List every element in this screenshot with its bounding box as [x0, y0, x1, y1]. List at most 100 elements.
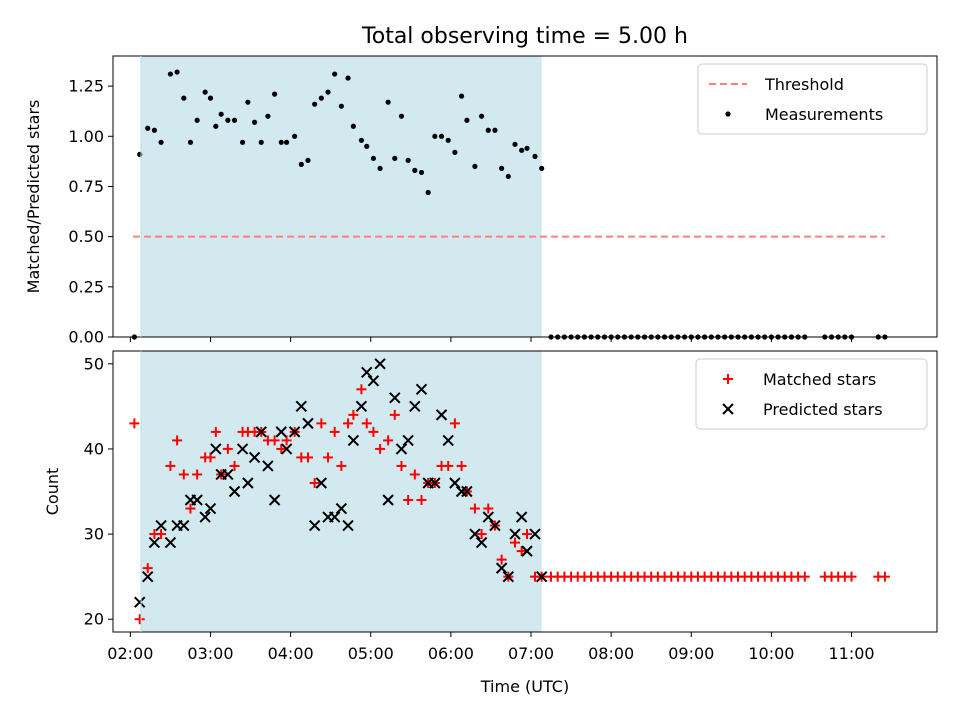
matched-point	[383, 435, 394, 446]
matched-point	[799, 571, 810, 582]
bottom-axes-frame	[112, 350, 938, 633]
measurement-point	[532, 153, 538, 159]
x-tick-label: 04:00	[268, 644, 314, 663]
measurement-point	[181, 95, 187, 101]
predicted-point	[204, 502, 217, 515]
matched-point	[316, 418, 327, 429]
predicted-point	[268, 494, 281, 506]
top-y-axis-label: Matched/Predicted stars	[24, 100, 43, 294]
matched-point	[323, 452, 334, 463]
measurement-point	[271, 91, 278, 97]
measurement-point	[405, 157, 411, 163]
bottom-highlight-span	[141, 351, 542, 632]
measurement-point	[145, 125, 151, 131]
top-highlight-span	[141, 56, 542, 337]
measurement-point	[412, 167, 418, 174]
measurement-point	[350, 123, 356, 129]
measurement-point	[519, 147, 525, 153]
matched-point	[192, 469, 203, 480]
predicted-point	[178, 519, 190, 532]
top-legend: Threshold Measurements	[697, 63, 928, 135]
matched-point	[165, 460, 176, 471]
chart-title: Total observing time = 5.00 h	[361, 24, 688, 49]
matched-point	[496, 554, 507, 565]
measurement-point	[445, 137, 451, 143]
predicted-point	[361, 366, 373, 378]
matched-point	[368, 426, 379, 437]
measurement-point	[251, 119, 258, 125]
matched-point	[269, 435, 280, 446]
top-y-axis: 0.00 0.25 0.50 0.75 1.00 1.25	[68, 77, 113, 347]
predicted-point	[389, 392, 401, 404]
measurement-point	[231, 117, 238, 123]
matched-point	[172, 435, 183, 446]
predicted-point	[295, 400, 308, 413]
measurement-point	[338, 103, 344, 109]
measurement-point	[151, 127, 158, 133]
predicted-point	[429, 477, 441, 489]
predicted-point	[415, 383, 428, 396]
legend-matched-swatch	[723, 374, 733, 384]
measurement-point	[432, 133, 438, 139]
legend-threshold-label: Threshold	[764, 75, 844, 94]
measurement-point	[539, 165, 545, 171]
top-x-ticks	[129, 337, 853, 342]
measurement-point	[492, 127, 498, 133]
measurement-point	[284, 139, 290, 145]
measurement-point	[358, 137, 365, 143]
matched-point	[476, 529, 487, 540]
matched-point	[396, 460, 407, 471]
predicted-point	[199, 511, 211, 523]
matched-point	[456, 460, 467, 471]
matched-point	[134, 614, 145, 625]
y-tick-label: 50	[84, 354, 104, 373]
measurement-point	[485, 127, 491, 133]
matched-point	[516, 546, 527, 557]
measurement-point	[202, 89, 208, 95]
predicted-point	[529, 528, 541, 540]
predicted-point	[395, 443, 408, 455]
matched-point	[185, 503, 196, 514]
legend-predicted-swatch	[722, 403, 734, 415]
matched-point	[178, 469, 189, 480]
matched-point	[229, 460, 240, 471]
matched-point	[343, 418, 354, 429]
y-tick-label: 0.75	[68, 177, 104, 196]
x-tick-label: 11:00	[828, 644, 874, 663]
matched-point	[336, 460, 347, 471]
predicted-point	[469, 528, 481, 540]
y-tick-label: 30	[84, 525, 104, 544]
measurement-point	[524, 145, 530, 151]
predicted-point	[242, 477, 254, 489]
matched-point	[469, 503, 480, 514]
measurement-point	[425, 189, 431, 196]
matched-point	[375, 443, 386, 454]
y-tick-label: 0.50	[68, 227, 104, 246]
predicted-point	[142, 570, 154, 583]
measurement-point	[187, 139, 194, 145]
measurement-point	[292, 133, 298, 139]
x-tick-label: 06:00	[428, 644, 474, 663]
matched-point	[348, 409, 359, 420]
matched-point	[416, 495, 427, 506]
x-tick-label: 03:00	[187, 644, 233, 663]
predicted-point	[302, 417, 314, 430]
x-tick-label: 02:00	[107, 644, 153, 663]
predicted-point	[222, 468, 234, 481]
measurement-point	[265, 113, 271, 119]
predicted-point	[355, 400, 368, 413]
measurement-point	[472, 163, 478, 169]
bottom-y-axis: 20 30 40 50	[84, 354, 113, 629]
matched-point	[443, 460, 454, 471]
measurement-point	[392, 155, 398, 161]
measurement-point	[452, 149, 458, 155]
predicted-point	[255, 426, 267, 438]
y-tick-label: 0.00	[68, 328, 104, 347]
legend-matched-label: Matched stars	[763, 370, 876, 389]
predicted-point	[248, 451, 261, 464]
matched-point	[329, 426, 340, 437]
matched-point	[509, 537, 520, 548]
measurement-point	[207, 95, 214, 101]
matched-point	[483, 503, 494, 514]
